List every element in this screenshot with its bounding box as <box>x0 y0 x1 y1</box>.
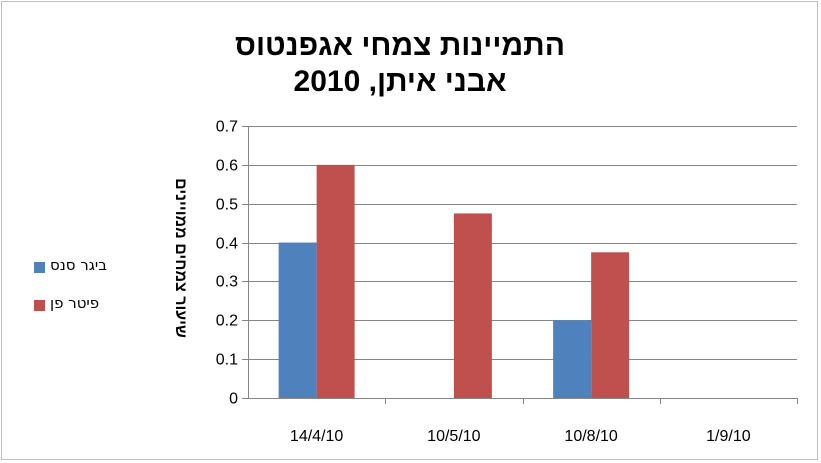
bar-2-2 <box>453 213 492 398</box>
legend-label-series-1: ביגר סנס <box>50 256 107 274</box>
y-tick-label: 0.1 <box>216 352 238 369</box>
axes <box>242 126 798 404</box>
legend-swatch-series-2 <box>34 300 45 311</box>
x-tick-label: 10/5/10 <box>427 428 480 445</box>
chart-title-line-2: אבני איתן, 2010 <box>293 65 507 98</box>
bar-2-3 <box>591 252 630 398</box>
x-tick-label: 10/8/10 <box>564 428 617 445</box>
y-tick-label: 0.7 <box>216 119 238 136</box>
tick-labels: 0 0.1 0.2 0.3 0.4 0.5 0.6 0.7 14/4/10 10/5/10 10/8… <box>216 119 751 446</box>
x-tick-label: 14/4/10 <box>290 428 343 445</box>
bars <box>278 164 630 398</box>
y-tick-label: 0 <box>229 391 238 408</box>
legend-swatch-series-1 <box>34 262 45 273</box>
y-tick-label: 0.6 <box>216 158 238 175</box>
y-tick-label: 0.5 <box>216 197 238 214</box>
bar-1-3 <box>553 320 592 398</box>
y-axis-title: שיעור צמחים ממויינים <box>172 178 189 338</box>
chart-title-line-1: התמיינות צמחי אגפנטוס <box>235 29 565 62</box>
bar-2-1 <box>316 164 355 398</box>
y-tick-label: 0.4 <box>216 236 238 253</box>
x-tick-label: 1/9/10 <box>706 428 751 445</box>
y-tick-label: 0.2 <box>216 313 238 330</box>
y-tick-label: 0.3 <box>216 274 238 291</box>
bar-1-1 <box>278 242 317 398</box>
legend-label-series-2: פיטר פן <box>50 294 100 312</box>
